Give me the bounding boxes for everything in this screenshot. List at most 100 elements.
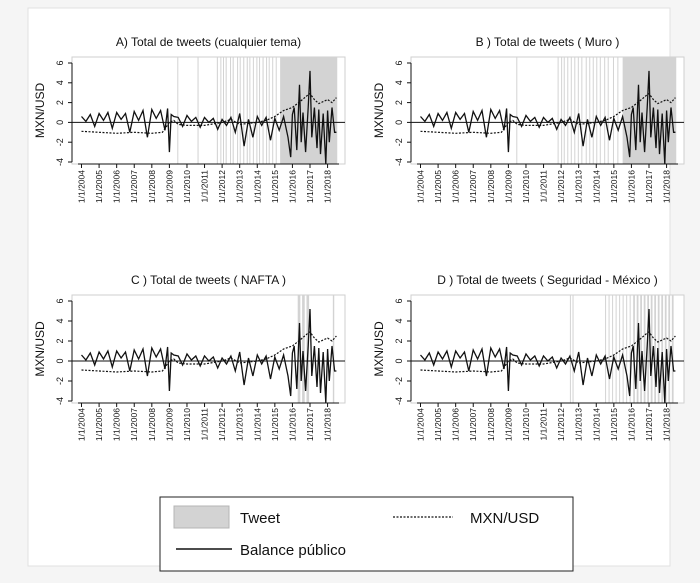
x-tick-label: 1/1/2016 xyxy=(626,170,636,203)
tweet-band xyxy=(605,295,607,403)
legend-balance-label: Balance público xyxy=(240,542,346,559)
tweet-band xyxy=(608,295,610,403)
x-tick-label: 1/1/2018 xyxy=(662,408,672,441)
tweet-band xyxy=(563,57,565,164)
tweet-band xyxy=(671,295,674,403)
tweet-band xyxy=(252,57,254,164)
x-tick-label: 1/1/2008 xyxy=(147,170,157,203)
x-tick-label: 1/1/2004 xyxy=(77,170,87,203)
x-tick-label: 1/1/2005 xyxy=(433,170,443,203)
tweet-band xyxy=(272,57,274,164)
tweet-band xyxy=(570,57,572,164)
x-tick-label: 1/1/2017 xyxy=(644,170,654,203)
tweet-band xyxy=(302,295,305,403)
tweet-band xyxy=(275,57,277,164)
tweet-band xyxy=(249,57,251,164)
tweet-band xyxy=(617,57,619,164)
y-tick-label: 4 xyxy=(55,80,65,85)
x-tick-label: 1/1/2006 xyxy=(112,170,122,203)
x-tick-label: 1/1/2012 xyxy=(217,170,227,203)
legend-tweet-swatch xyxy=(173,505,230,529)
x-tick-label: 1/1/2007 xyxy=(129,170,139,203)
panel-title: A) Total de tweets (cualquier tema) xyxy=(116,35,301,49)
tweet-band xyxy=(197,57,199,164)
tweet-band xyxy=(561,57,563,164)
tweet-band xyxy=(629,295,631,403)
tweet-band xyxy=(615,295,617,403)
x-tick-label: 1/1/2011 xyxy=(539,408,549,441)
y-tick-label: -2 xyxy=(394,138,404,146)
y-tick-label: 0 xyxy=(55,358,65,363)
x-tick-label: 1/1/2008 xyxy=(486,170,496,203)
y-tick-label: -4 xyxy=(394,158,404,166)
tweet-band xyxy=(650,295,653,403)
x-tick-label: 1/1/2004 xyxy=(416,170,426,203)
tweet-band xyxy=(581,57,583,164)
x-tick-label: 1/1/2005 xyxy=(94,170,104,203)
panel-title: B ) Total de tweets ( Muro ) xyxy=(476,35,620,49)
x-tick-label: 1/1/2008 xyxy=(486,408,496,441)
x-tick-label: 1/1/2004 xyxy=(77,408,87,441)
x-tick-label: 1/1/2014 xyxy=(252,170,262,203)
legend-mxn-label: MXN/USD xyxy=(470,510,539,527)
tweet-band xyxy=(633,295,635,403)
x-tick-label: 1/1/2008 xyxy=(147,408,157,441)
tweet-band xyxy=(647,295,649,403)
x-tick-label: 1/1/2014 xyxy=(591,170,601,203)
tweet-band xyxy=(246,57,248,164)
panel-c: -4 -2 0 2 4 6 1/1/2004 1/1/2005 1/1/2006 1/1/2007… xyxy=(33,273,346,441)
x-tick-label: 1/1/2009 xyxy=(164,170,174,203)
x-tick-label: 1/1/2007 xyxy=(468,170,478,203)
x-tick-label: 1/1/2017 xyxy=(644,408,654,441)
tweet-band xyxy=(657,295,660,403)
tweet-band xyxy=(216,57,218,164)
tweet-band xyxy=(599,57,601,164)
x-tick-label: 1/1/2004 xyxy=(416,408,426,441)
tweet-band xyxy=(256,57,258,164)
y-tick-label: 2 xyxy=(55,338,65,343)
y-axis-label: MXN/USD xyxy=(372,83,386,139)
y-tick-label: 4 xyxy=(55,318,65,323)
y-tick-label: 2 xyxy=(55,100,65,105)
y-tick-label: 6 xyxy=(394,298,404,303)
tweet-band xyxy=(572,295,574,403)
x-tick-label: 1/1/2009 xyxy=(164,408,174,441)
tweet-band xyxy=(612,295,614,403)
y-axis-label: MXN/USD xyxy=(33,321,47,377)
y-axis-label: MXN/USD xyxy=(33,83,47,139)
x-tick-label: 1/1/2016 xyxy=(287,170,297,203)
x-tick-label: 1/1/2010 xyxy=(182,170,192,203)
plot-area xyxy=(410,294,685,404)
x-tick-label: 1/1/2011 xyxy=(200,170,210,203)
x-tick-label: 1/1/2007 xyxy=(468,408,478,441)
balance-publico-line xyxy=(81,308,337,403)
tweet-band xyxy=(619,295,621,403)
x-tick-label: 1/1/2013 xyxy=(235,408,245,441)
y-axis-label: MXN/USD xyxy=(372,321,386,377)
y-tick-label: 6 xyxy=(394,60,404,65)
tweet-band xyxy=(230,57,232,164)
panel-d: -4 -2 0 2 4 6 1/1/2004 1/1/2005 1/1/2006 1/1/2007… xyxy=(372,273,685,441)
tweet-band xyxy=(225,57,227,164)
x-tick-label: 1/1/2015 xyxy=(270,408,280,441)
y-tick-label: 4 xyxy=(394,318,404,323)
tweet-band xyxy=(177,57,179,164)
legend-tweet-label: Tweet xyxy=(240,510,281,527)
y-tick-label: 6 xyxy=(55,60,65,65)
tweet-band xyxy=(239,57,241,164)
x-tick-label: 1/1/2017 xyxy=(305,170,315,203)
x-tick-label: 1/1/2014 xyxy=(252,408,262,441)
x-tick-label: 1/1/2005 xyxy=(433,408,443,441)
x-tick-label: 1/1/2016 xyxy=(287,408,297,441)
y-tick-label: -2 xyxy=(55,377,65,385)
x-tick-label: 1/1/2009 xyxy=(503,408,513,441)
tweet-band xyxy=(332,295,335,403)
tweet-band xyxy=(577,57,579,164)
y-tick-label: 2 xyxy=(394,338,404,343)
y-tick-label: -4 xyxy=(394,397,404,405)
balance-publico-line xyxy=(420,70,676,164)
tweet-band xyxy=(232,57,234,164)
tweet-band xyxy=(654,295,657,403)
tweet-band xyxy=(516,57,518,164)
